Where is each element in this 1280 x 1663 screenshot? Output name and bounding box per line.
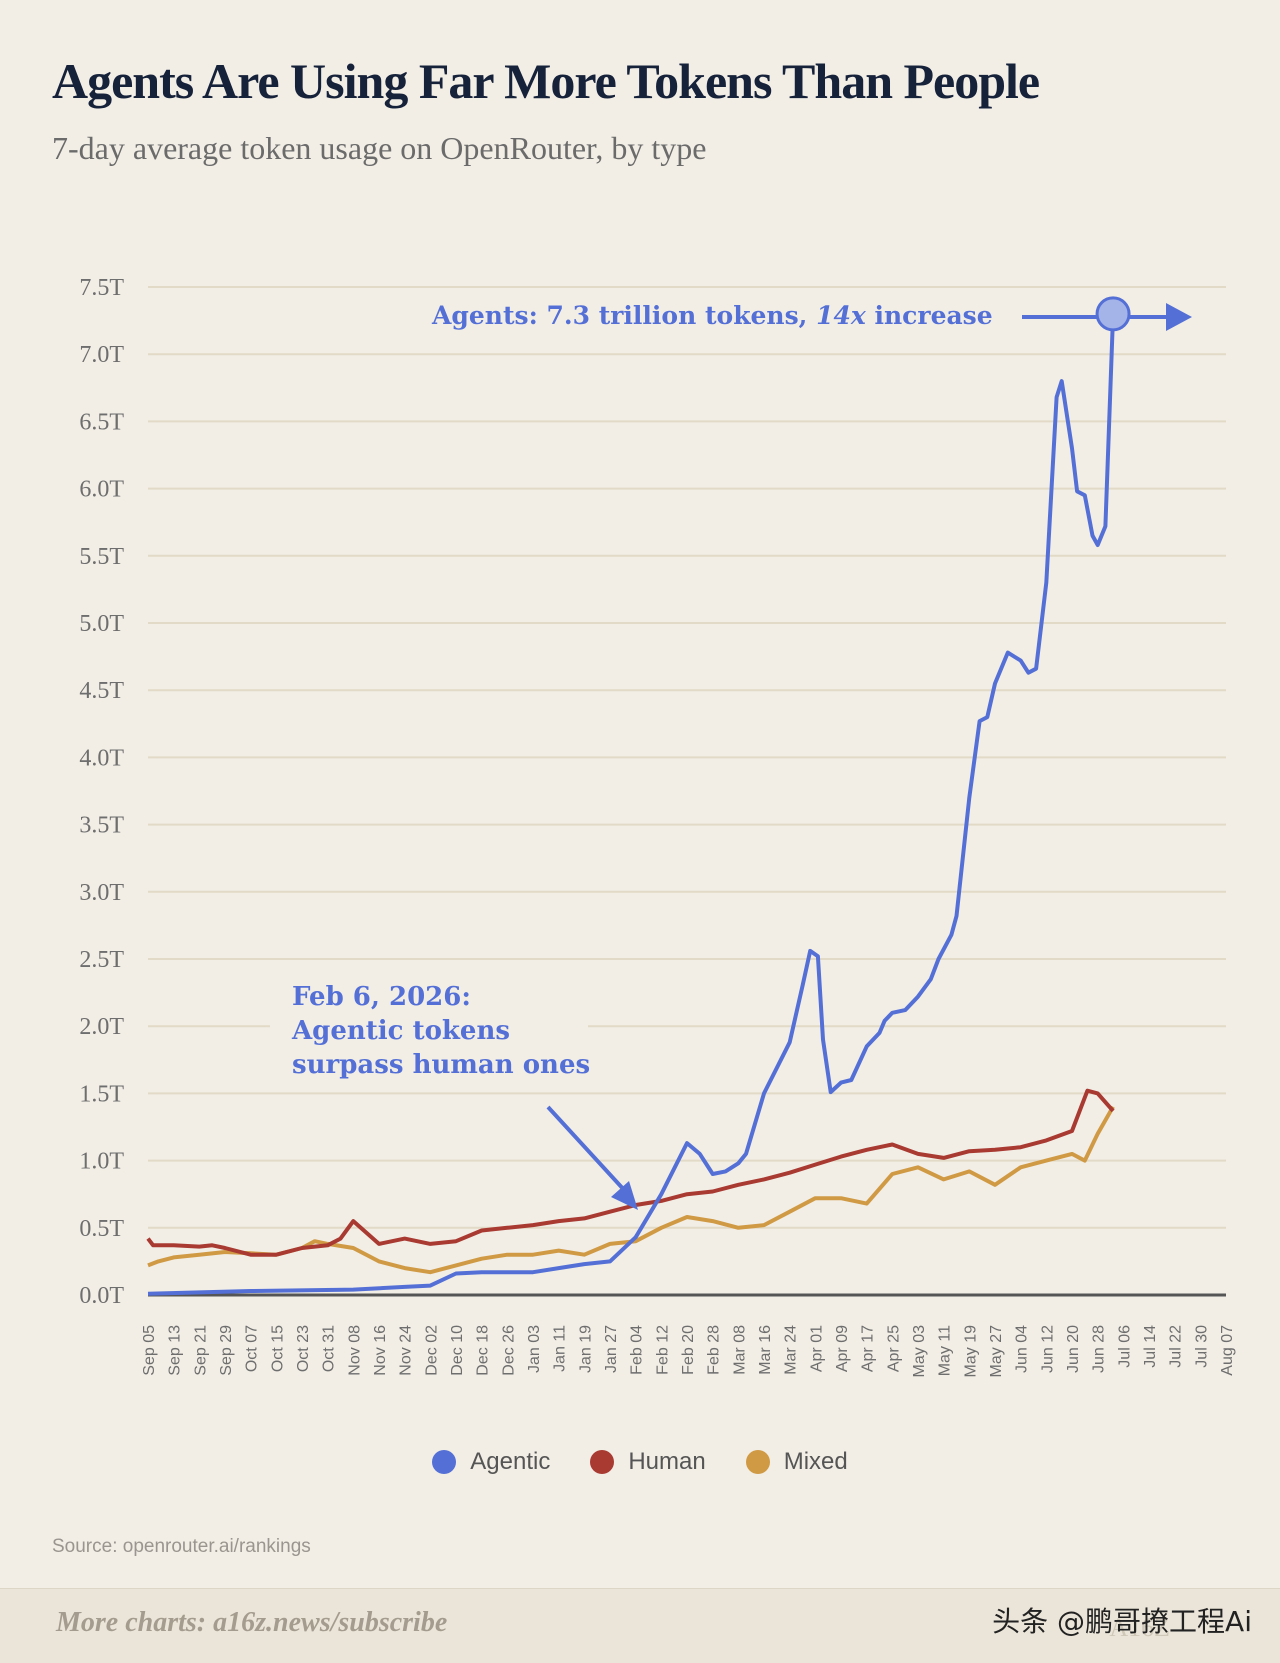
y-tick-label: 6.5T (79, 409, 124, 435)
y-tick-label: 7.5T (79, 275, 124, 301)
x-tick-label: Dec 02 (423, 1325, 440, 1376)
chart-subtitle: 7-day average token usage on OpenRouter,… (52, 130, 707, 166)
x-tick-label: Apr 17 (860, 1325, 877, 1372)
crossover-annotation-bg (270, 975, 588, 1085)
x-tick-label: Apr 01 (808, 1325, 825, 1372)
x-tick-label: Oct 15 (269, 1325, 286, 1372)
legend-dot-mixed (745, 1450, 770, 1474)
source-note: Source: openrouter.ai/rankings (52, 1536, 311, 1557)
legend-item-human: Human (590, 1448, 706, 1476)
x-tick-label: Mar 08 (731, 1325, 748, 1375)
peak-annotation-suffix: increase (866, 301, 993, 330)
watermark: 头条 @鹏哥撩工程Ai (992, 1605, 1252, 1638)
x-tick-label: Sep 29 (218, 1325, 235, 1376)
x-tick-label: Dec 26 (500, 1325, 517, 1376)
peak-annotation: Agents: 7.3 trillion tokens, 14x increas… (431, 301, 993, 330)
x-tick-label: Sep 21 (192, 1325, 209, 1376)
y-tick-label: 6.0T (79, 477, 124, 503)
x-tick-label: Nov 24 (398, 1325, 415, 1376)
x-tick-label: Nov 08 (346, 1325, 363, 1376)
y-tick-label: 7.0T (79, 342, 124, 368)
y-tick-label: 0.0T (79, 1283, 124, 1309)
peak-annotation-prefix: Agents: 7.3 trillion tokens, (431, 301, 816, 330)
x-tick-label: Jan 03 (526, 1325, 543, 1373)
x-tick-label: May 03 (911, 1325, 928, 1378)
peak-marker (1095, 296, 1131, 332)
footer-bar: More charts: a16z.news/subscribe A16Z (0, 1588, 1280, 1663)
y-tick-label: 1.5T (79, 1081, 124, 1107)
y-axis-ticks: 0.0T 0.5T 1.0T 1.5T 2.0T 2.5T 3.0T 3.5T 4.0T 4.5T… (79, 275, 124, 1309)
legend-item-agentic: Agentic (432, 1448, 550, 1476)
x-tick-label: Jul 14 (1142, 1325, 1159, 1368)
series-lines (146, 313, 1116, 1296)
y-tick-label: 1.0T (79, 1149, 124, 1175)
x-tick-label: Nov 16 (372, 1325, 389, 1376)
chart-title: Agents Are Using Far More Tokens Than Pe… (52, 53, 1040, 109)
x-tick-label: Jun 04 (1014, 1325, 1031, 1373)
y-tick-label: 0.5T (79, 1216, 124, 1242)
gridlines (148, 286, 1226, 1297)
crossover-arrow-head (611, 1181, 638, 1210)
y-tick-label: 5.5T (79, 544, 124, 570)
x-tick-label: Jan 27 (603, 1325, 620, 1373)
x-tick-label: Jul 30 (1193, 1325, 1210, 1368)
crossover-line-1: Feb 6, 2026: (292, 982, 471, 1012)
x-tick-label: Jul 22 (1168, 1325, 1185, 1368)
y-tick-label: 2.5T (79, 947, 124, 973)
crossover-line-2: Agentic tokens (291, 1016, 510, 1046)
legend: Agentic Human Mixed (0, 1448, 1280, 1476)
legend-dot-agentic (432, 1450, 457, 1474)
subscribe-link[interactable]: More charts: a16z.news/subscribe (56, 1607, 448, 1638)
y-tick-label: 3.5T (79, 813, 124, 839)
y-tick-label: 4.0T (79, 745, 124, 771)
x-tick-label: Jan 11 (552, 1325, 569, 1372)
legend-label-human: Human (628, 1448, 706, 1475)
x-tick-label: Jun 12 (1039, 1325, 1056, 1373)
legend-label-agentic: Agentic (470, 1448, 551, 1475)
series-line-human (146, 1088, 1115, 1257)
legend-item-mixed: Mixed (745, 1448, 848, 1476)
x-axis-ticks: Sep 05 Sep 13 Sep 21 Sep 29 Oct 07 Oct 15 Oct … (141, 1325, 1236, 1378)
x-tick-label: Apr 09 (834, 1325, 851, 1372)
x-tick-label: Mar 24 (783, 1325, 800, 1375)
x-tick-label: Feb 20 (680, 1325, 697, 1375)
x-tick-label: Feb 12 (654, 1325, 671, 1375)
x-tick-label: Oct 07 (244, 1325, 261, 1372)
x-tick-label: May 11 (937, 1325, 954, 1376)
x-tick-label: Dec 10 (449, 1325, 466, 1376)
a16z-logo: A16Z (1109, 1613, 1170, 1642)
y-tick-label: 4.5T (79, 678, 124, 704)
token-usage-line-chart: 0.0T 0.5T 1.0T 1.5T 2.0T 2.5T 3.0T 3.5T 4.0T 4.5T… (79, 275, 1236, 1378)
x-tick-label: Jul 06 (1116, 1325, 1133, 1368)
y-tick-label: 3.0T (79, 880, 124, 906)
y-tick-label: 2.0T (79, 1014, 124, 1040)
peak-annotation-emph: 14x (816, 301, 867, 330)
x-tick-label: May 27 (988, 1325, 1005, 1378)
x-tick-label: Oct 31 (321, 1325, 338, 1372)
y-tick-label: 5.0T (79, 611, 124, 637)
crossover-line-3: surpass human ones (292, 1050, 590, 1080)
crossover-arrow-line (546, 1105, 628, 1194)
x-tick-label: May 19 (962, 1325, 979, 1378)
x-tick-label: Sep 05 (141, 1325, 158, 1376)
x-tick-label: Dec 18 (475, 1325, 492, 1376)
x-tick-label: Feb 28 (706, 1325, 723, 1375)
x-tick-label: Jun 20 (1065, 1325, 1082, 1373)
x-tick-label: Feb 04 (629, 1325, 646, 1375)
legend-label-mixed: Mixed (783, 1448, 848, 1475)
x-tick-label: Jun 28 (1091, 1325, 1108, 1373)
peak-arrow-head (1166, 303, 1192, 331)
x-tick-label: Sep 13 (167, 1325, 184, 1376)
crossover-annotation: Feb 6, 2026: Agentic tokens surpass huma… (291, 982, 590, 1080)
x-tick-label: Jan 19 (577, 1325, 594, 1373)
x-tick-label: Aug 07 (1219, 1325, 1236, 1376)
x-tick-label: Mar 16 (757, 1325, 774, 1375)
legend-dot-human (590, 1450, 615, 1474)
x-tick-label: Apr 25 (885, 1325, 902, 1372)
x-tick-label: Oct 23 (295, 1325, 312, 1372)
series-line-agentic (147, 313, 1116, 1296)
